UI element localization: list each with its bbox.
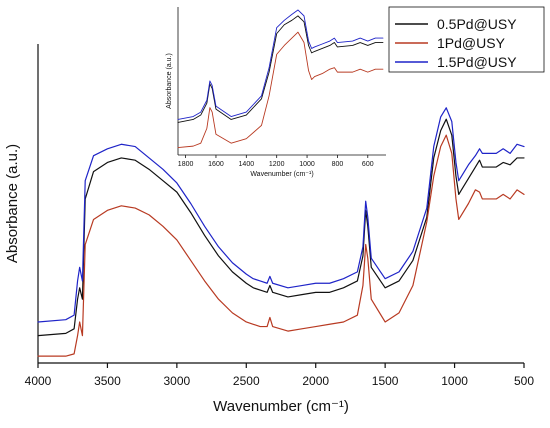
legend: 0.5Pd@USY 1Pd@USY 1.5Pd@USY <box>388 6 545 73</box>
inset-x-tick-label: 1600 <box>208 161 224 168</box>
inset-plot: 1800 1600 1400 1200 1000 800 600 Wavenumber (cm… <box>166 7 386 178</box>
inset-x-tick-label: 600 <box>362 161 374 168</box>
main-x-tick-label: 3000 <box>164 374 191 388</box>
main-x-tick-label: 2500 <box>233 374 260 388</box>
legend-box <box>388 6 545 73</box>
legend-label: 1Pd@USY <box>437 35 506 51</box>
main-series-line-0.5Pd@USY <box>37 118 525 337</box>
main-x-axis-title: Wavenumber (cm⁻¹) <box>213 398 349 415</box>
legend-label: 0.5Pd@USY <box>437 16 517 32</box>
main-x-tick-label: 4000 <box>25 374 52 388</box>
main-x-tick-label: 1000 <box>441 374 468 388</box>
inset-x-axis-title: Wavenumber (cm⁻¹) <box>250 171 313 178</box>
inset-x-tick-label: 1000 <box>299 161 315 168</box>
main-plot: 4000 3500 3000 2500 2000 1500 1000 500 Wavenumbe… <box>4 44 534 415</box>
main-x-tick-label: 3500 <box>94 374 121 388</box>
inset-x-tick-label: 800 <box>332 161 344 168</box>
main-series-line-1.5Pd@USY <box>37 107 525 323</box>
inset-x-tick-label: 1400 <box>239 161 255 168</box>
main-x-tick-label: 2000 <box>302 374 329 388</box>
main-y-axis-title: Absorbance (a.u.) <box>4 144 21 263</box>
main-series-line-1Pd@USY <box>37 134 525 357</box>
main-x-tick-label: 1500 <box>372 374 399 388</box>
inset-x-tick-label: 1200 <box>269 161 285 168</box>
main-x-tick-label: 500 <box>514 374 534 388</box>
legend-label: 1.5Pd@USY <box>437 54 517 70</box>
inset-series-line-0.5Pd@USY <box>177 15 384 123</box>
inset-y-axis-title: Absorbance (a.u.) <box>166 53 173 109</box>
inset-series-line-1.5Pd@USY <box>177 9 384 120</box>
inset-series-line-1Pd@USY <box>177 31 384 149</box>
inset-x-tick-label: 1800 <box>178 161 194 168</box>
